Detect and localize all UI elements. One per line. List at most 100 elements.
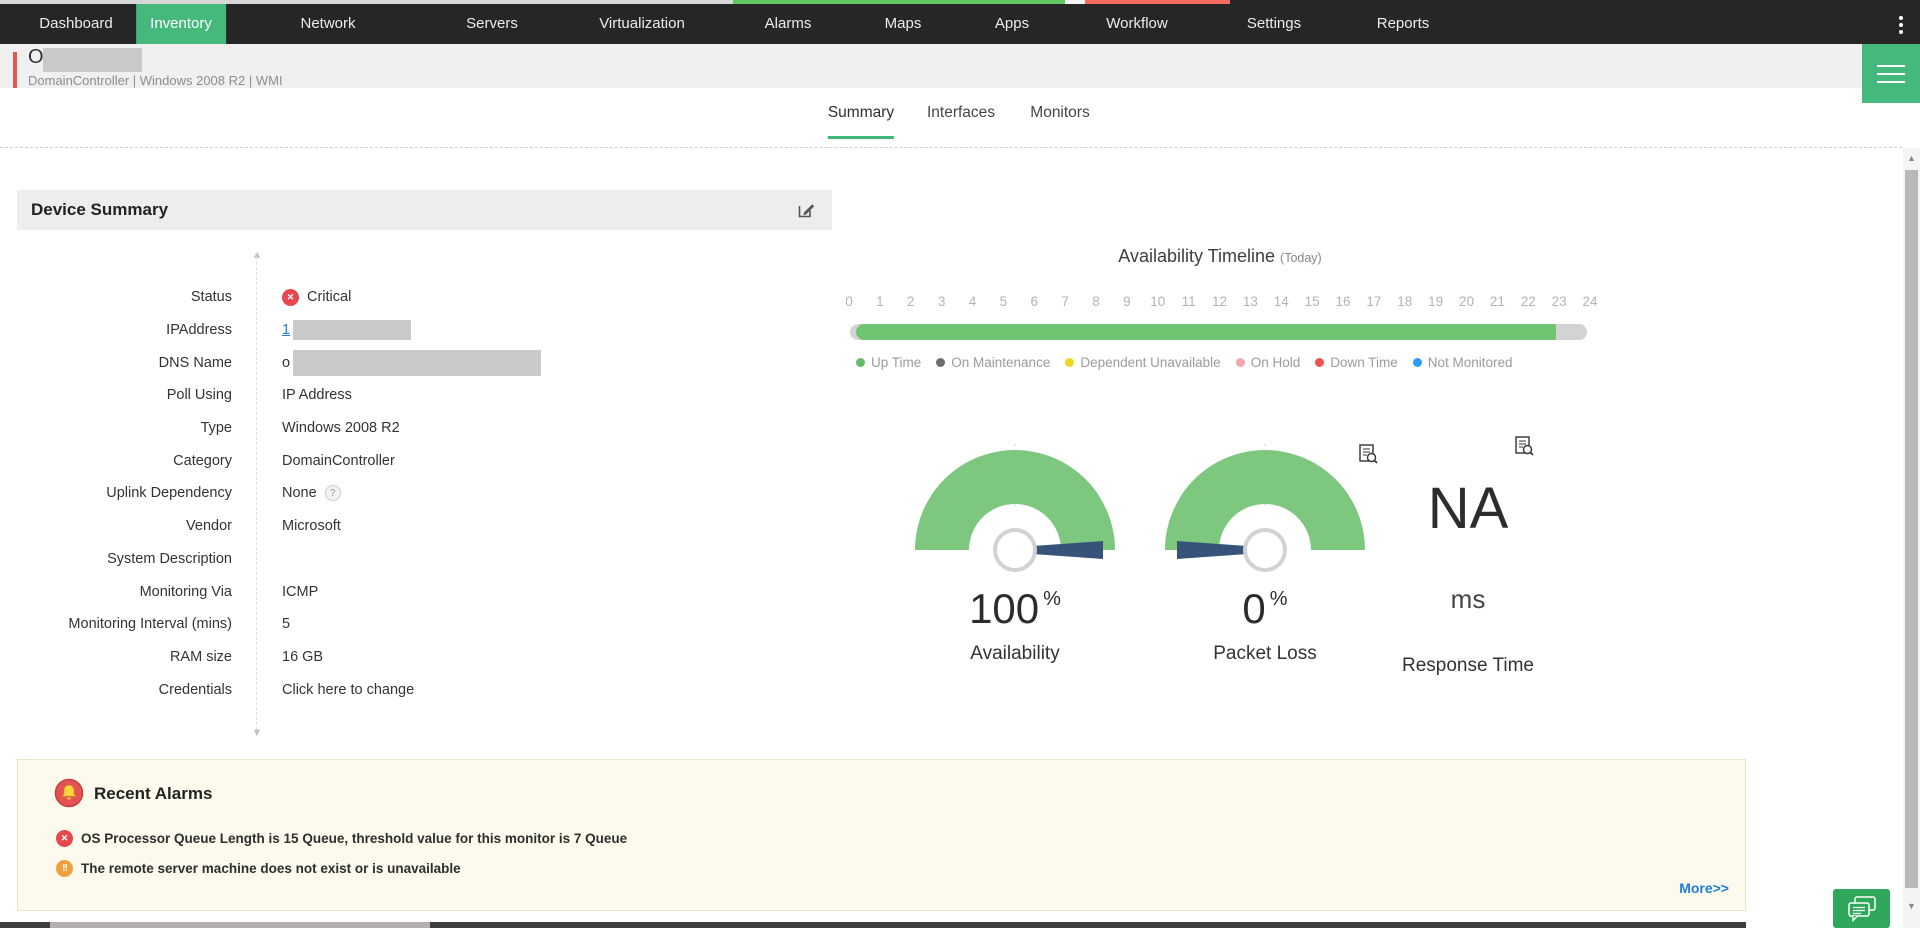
redaction-box (293, 349, 542, 376)
hour-tick: 22 (1520, 294, 1536, 309)
tabs-bar: Summary Interfaces Monitors (0, 88, 1902, 148)
scrollbar-down-icon[interactable]: ▼ (1903, 896, 1920, 916)
ip-address-link[interactable]: 1 (282, 322, 291, 339)
help-icon[interactable]: ? (324, 485, 341, 502)
legend-label: Not Monitored (1427, 355, 1513, 370)
nav-item-apps[interactable]: Apps (994, 15, 1030, 32)
tab-summary[interactable]: Summary (827, 104, 895, 139)
device-summary-title: Device Summary (31, 200, 169, 219)
legend-label: Down Time (1330, 355, 1398, 370)
field-value: IP Address (282, 387, 352, 404)
hour-tick: 20 (1458, 294, 1475, 309)
edit-icon[interactable] (796, 200, 816, 220)
nav-item-maps[interactable]: Maps (884, 15, 922, 32)
top-progress-strip (0, 0, 1920, 4)
kebab-menu-icon[interactable] (1892, 13, 1910, 37)
scroll-down-icon[interactable]: ▼ (251, 727, 263, 739)
hour-tick: 15 (1304, 294, 1320, 309)
field-row-vendor: Vendor Microsoft (0, 510, 832, 543)
gauge-availability: 100% Availability (905, 440, 1125, 664)
menu-icon[interactable] (1862, 44, 1920, 103)
report-graph-icon[interactable] (1357, 443, 1379, 465)
status-accent-bar (13, 52, 17, 90)
nav-item-settings[interactable]: Settings (1246, 15, 1302, 32)
legend-label: Dependent Unavailable (1080, 355, 1221, 370)
scrollbar-up-icon[interactable]: ▲ (1903, 148, 1920, 168)
field-row-type: Type Windows 2008 R2 (0, 412, 832, 445)
legend-item-up-time: Up Time (856, 355, 921, 370)
field-label: Category (173, 452, 232, 469)
nav-item-inventory[interactable]: Inventory (136, 4, 226, 44)
chat-bubbles-icon (1847, 895, 1876, 922)
critical-status-icon: ✕ (282, 288, 299, 306)
legend-item-dependent-unavailable: Dependent Unavailable (1065, 355, 1221, 370)
gauge-unit: ms (1450, 584, 1486, 614)
more-link[interactable]: More>> (1679, 880, 1729, 896)
nav-item-virtualization[interactable]: Virtualization (599, 15, 685, 32)
hour-tick: 23 (1551, 294, 1567, 309)
gauge-value: 100% (969, 585, 1061, 632)
device-name-redaction (43, 48, 142, 72)
gauge-label: Response Time (1401, 655, 1534, 676)
nav-item-alarms[interactable]: Alarms (764, 15, 812, 32)
field-label: Vendor (186, 518, 232, 535)
field-value: None? (282, 485, 341, 502)
nav-item-network[interactable]: Network (300, 15, 356, 32)
hour-tick: 18 (1397, 294, 1413, 309)
recent-alarms-title: Recent Alarms (94, 784, 213, 803)
hour-tick: 10 (1150, 294, 1166, 309)
nav-item-dashboard[interactable]: Dashboard (39, 15, 113, 32)
fields-divider (256, 252, 257, 730)
alarm-row[interactable]: ✕ OS Processor Queue Length is 15 Queue, … (56, 823, 1725, 853)
critical-icon: ✕ (56, 829, 73, 847)
hour-tick: 6 (1030, 294, 1039, 309)
field-value: 16 GB (282, 648, 324, 665)
field-value: Microsoft (282, 518, 341, 535)
device-meta: DomainController | Windows 2008 R2 | WMI (28, 73, 283, 88)
field-label: Poll Using (166, 387, 232, 404)
field-row-system-description: System Description (0, 543, 832, 576)
main-nav: Dashboard Inventory Network Servers Virtuali… (0, 4, 1920, 44)
tab-monitors[interactable]: Monitors (1030, 104, 1090, 121)
field-value: DomainController (282, 452, 395, 469)
vertical-scrollbar: ▲ ▼ (1903, 148, 1920, 928)
credentials-change-link[interactable]: Click here to change (282, 681, 415, 698)
timeline-legend: Up Time On Maintenance Dependent Unavailab… (856, 355, 1616, 370)
tab-interfaces[interactable]: Interfaces (926, 104, 996, 121)
alarm-row[interactable]: !! The remote server machine does not exi… (56, 853, 1725, 883)
legend-dot (1065, 358, 1075, 367)
gauge-packet-loss: 0% Packet Loss (1155, 440, 1375, 664)
field-value: Windows 2008 R2 (282, 420, 400, 437)
field-label: DNS Name (158, 354, 232, 371)
hour-tick: 3 (937, 294, 946, 309)
nav-item-workflow[interactable]: Workflow (1106, 15, 1168, 32)
hour-tick: 17 (1366, 294, 1382, 309)
legend-dot (936, 358, 946, 367)
field-row-ipaddress: IPAddress 1 (0, 314, 832, 347)
timeline-title-text: Availability Timeline (1118, 246, 1276, 266)
hour-tick: 19 (1428, 294, 1444, 309)
hour-tick: 11 (1181, 294, 1196, 309)
legend-item-on-hold: On Hold (1235, 355, 1301, 370)
horizontal-scrollbar-thumb[interactable] (50, 922, 430, 928)
legend-label: On Maintenance (951, 355, 1051, 370)
vertical-scrollbar-thumb[interactable] (1905, 170, 1918, 888)
scroll-up-icon[interactable]: ▲ (251, 249, 263, 261)
field-row-monitoring-via: Monitoring Via ICMP (0, 575, 832, 608)
legend-item-down-time: Down Time (1315, 355, 1398, 370)
recent-alarms-panel: Recent Alarms ✕ OS Processor Queue Length… (17, 759, 1746, 911)
nav-item-servers[interactable]: Servers (466, 15, 518, 32)
horizontal-scrollbar (0, 922, 1746, 928)
gauge-value: NA (1427, 476, 1509, 541)
gauge-response-time: NA ms Response Time (1358, 440, 1578, 677)
field-label: Uplink Dependency (106, 485, 232, 502)
nav-item-reports[interactable]: Reports (1376, 15, 1430, 32)
hour-tick: 14 (1273, 294, 1289, 309)
attention-icon: !! (56, 859, 73, 877)
chat-button[interactable] (1833, 889, 1890, 928)
report-graph-icon[interactable] (1513, 435, 1535, 457)
legend-label: On Hold (1250, 355, 1301, 370)
progress-segment-gray (0, 0, 733, 4)
alarm-message: OS Processor Queue Length is 15 Queue, t… (81, 830, 628, 846)
hour-tick: 12 (1211, 294, 1228, 309)
